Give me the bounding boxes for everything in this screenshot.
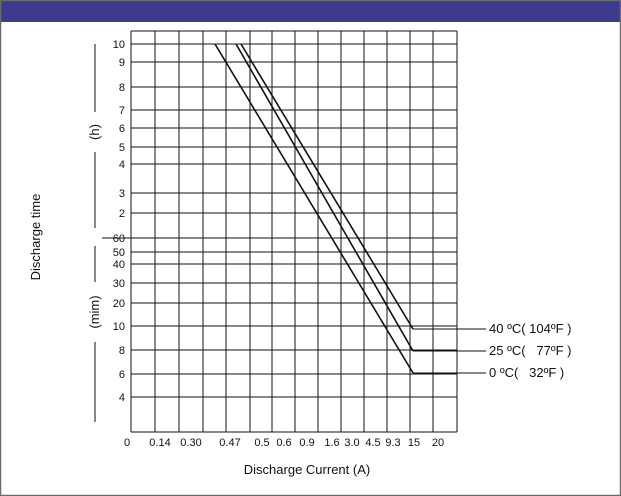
x-tick-label: 9.3 (385, 437, 400, 449)
y-tick-label-minutes: 60 (113, 233, 125, 245)
x-tick-label: 0.6 (276, 437, 291, 449)
y-tick-label-minutes: 6 (119, 369, 125, 381)
x-tick-label: 0 (124, 437, 130, 449)
y-tick-label-hours: 2 (119, 208, 125, 220)
series-label: 25 ºC( 77ºF ) (489, 343, 571, 358)
series-line (235, 43, 414, 352)
x-tick-labels: 0 0.14 0.30 0.47 0.5 0.6 0.9 1.6 3.0 4.5 9.3 15 20 (124, 437, 444, 449)
y-tick-label-hours: 5 (119, 142, 125, 154)
y-tick-label-minutes: 30 (113, 278, 125, 290)
series-label: 40 ºC( 104ºF ) (489, 321, 571, 336)
x-tick-label: 0.47 (219, 437, 240, 449)
y-tick-label-hours: 10 (113, 39, 125, 51)
x-tick-label: 3.0 (344, 437, 359, 449)
y-tick-label-hours: 4 (119, 159, 125, 171)
y-tick-label-hours: 3 (119, 188, 125, 200)
y-tick-label-minutes: 20 (113, 298, 125, 310)
y-tick-label-hours: 7 (119, 105, 125, 117)
series-line (240, 43, 414, 330)
x-tick-label: 20 (432, 437, 444, 449)
y-tick-label-hours: 6 (119, 123, 125, 135)
y-axis-title: Discharge time (28, 194, 43, 281)
header-bar (0, 0, 621, 22)
x-tick-label: 15 (408, 437, 420, 449)
x-tick-label: 0.5 (254, 437, 269, 449)
grid (102, 30, 458, 433)
y-tick-label-minutes: 50 (113, 247, 125, 259)
series-lines: 40 ºC( 104ºF ) 25 ºC( 77ºF ) 0 ºC( 32ºF ) (214, 43, 571, 380)
x-tick-label: 4.5 (365, 437, 380, 449)
series-line (214, 43, 414, 374)
hours-unit-label: (h) (87, 124, 102, 140)
x-tick-label: 0.30 (180, 437, 201, 449)
x-tick-label: 0.9 (299, 437, 314, 449)
x-axis-title: Discharge Current (A) (244, 462, 370, 477)
y-tick-label-minutes: 8 (119, 345, 125, 357)
x-tick-label: 0.14 (149, 437, 170, 449)
minutes-unit-label: (mim) (87, 295, 102, 328)
series-label: 0 ºC( 32ºF ) (489, 365, 564, 380)
y-tick-label-hours: 9 (119, 57, 125, 69)
y-tick-label-hours: 8 (119, 82, 125, 94)
x-tick-label: 1.6 (324, 437, 339, 449)
y-tick-label-minutes: 10 (113, 321, 125, 333)
y-tick-label-minutes: 4 (119, 392, 125, 404)
y-tick-label-minutes: 40 (113, 259, 125, 271)
